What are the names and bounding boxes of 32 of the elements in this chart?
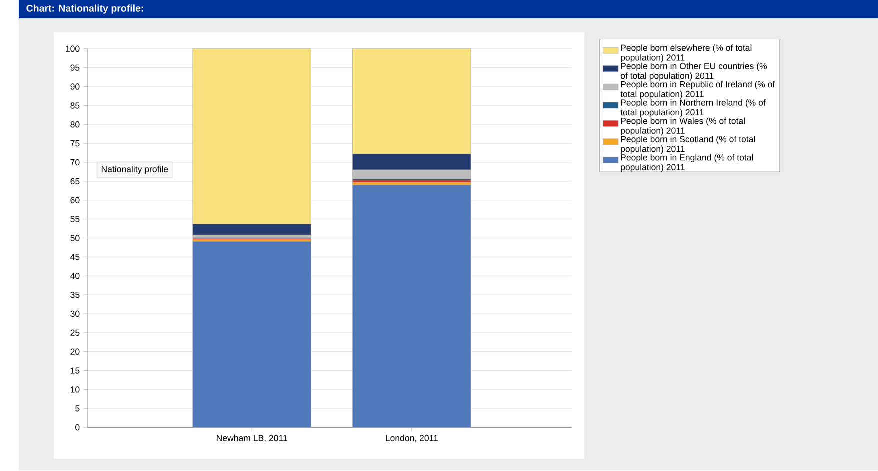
y-tick-label: 65 xyxy=(70,178,80,185)
y-tick-label: 95 xyxy=(70,64,80,72)
y-tick-label: 40 xyxy=(70,273,80,280)
x-tick-label: Newham LB, 2011 xyxy=(217,435,288,443)
y-tick-label: 20 xyxy=(70,348,80,356)
legend-label: People born in Wales (% of total population) 2011 xyxy=(621,118,745,136)
y-tick-label: 30 xyxy=(70,311,80,318)
y-tick-label: 90 xyxy=(70,84,80,90)
y-tick-label: 70 xyxy=(70,160,80,166)
y-tick-label: 80 xyxy=(70,122,80,128)
y-tick-label: 100 xyxy=(66,46,80,52)
y-tick-label: 25 xyxy=(70,330,80,336)
y-tick-label: 75 xyxy=(70,140,80,147)
y-tick-label: 5 xyxy=(76,406,80,412)
y-tick-label: 55 xyxy=(70,216,80,223)
y-tick-label: 45 xyxy=(70,254,80,260)
x-tick-label: London, 2011 xyxy=(386,435,438,443)
y-tick-label: 85 xyxy=(70,102,80,110)
legend-label: People born elsewhere (% of total population) 2011 xyxy=(621,44,752,63)
y-tick-label: 0 xyxy=(76,424,80,431)
y-tick-label: 10 xyxy=(71,386,80,393)
chart-title: Chart: Nationality profile: xyxy=(26,4,144,14)
y-tick-label: 15 xyxy=(71,368,80,374)
legend-label: People born in Scotland (% of total population) 2011 xyxy=(621,136,756,154)
annotation: Nationality profile xyxy=(102,166,168,174)
y-tick-label: 35 xyxy=(70,292,80,298)
legend-label: People born in England (% of total population) 2011 xyxy=(621,154,754,172)
y-tick-label: 50 xyxy=(70,235,80,242)
legend-label: People born in Republic of Ireland (% of total population) 2011 xyxy=(620,81,776,100)
y-tick-label: 60 xyxy=(70,197,80,204)
legend-label: People born in Other EU countries (% of total population) 2011 xyxy=(620,63,768,82)
legend-label: People born in Northern Ireland (% of total population) 2011 xyxy=(620,100,766,118)
